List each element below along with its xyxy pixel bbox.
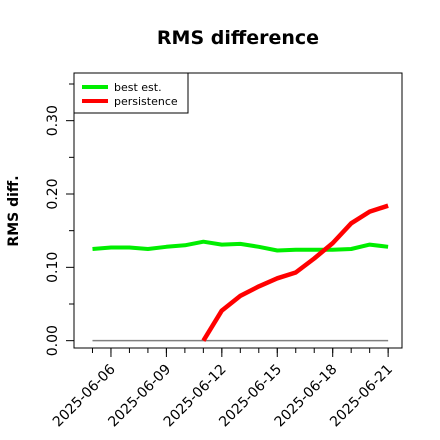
x-axis: 2025-06-062025-06-092025-06-122025-06-15… — [50, 348, 396, 430]
y-axis: 0.00 0.10 0.20 0.30 — [45, 83, 74, 356]
legend-box — [73, 72, 189, 114]
y-tick-label: 0.30 — [45, 105, 61, 136]
legend-label: best est. — [114, 81, 162, 94]
plot-area — [73, 72, 403, 349]
series-layer — [92, 203, 389, 342]
chart-title: RMS difference — [157, 27, 319, 49]
series-line-persistence — [201, 203, 389, 342]
y-tick-label: 0.00 — [45, 325, 61, 356]
y-axis-label: RMS diff. — [6, 175, 22, 246]
legend-label: persistence — [114, 95, 178, 108]
y-tick-label: 0.20 — [45, 178, 61, 209]
y-tick-label: 0.10 — [45, 252, 61, 283]
legend: best est.persistence — [73, 72, 189, 114]
series-line-best-est — [92, 239, 389, 253]
